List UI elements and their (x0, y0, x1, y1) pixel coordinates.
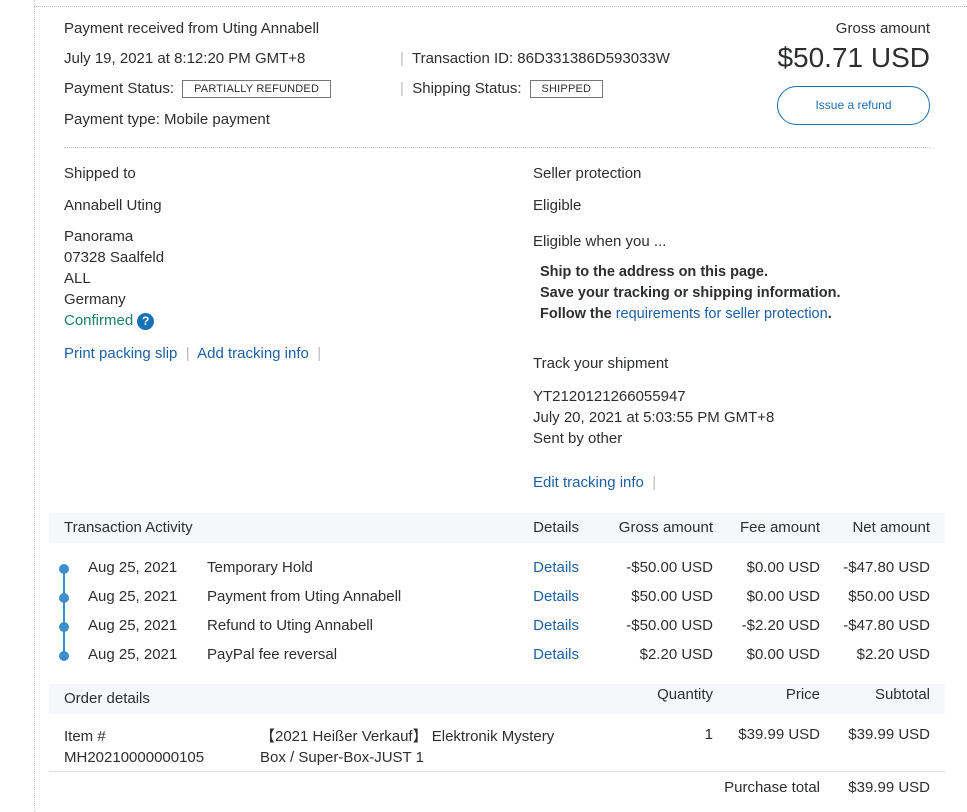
transaction-id: | Transaction ID: 86D331386D593033W (400, 50, 670, 67)
item-number: Item # MH20210000000105 (64, 726, 204, 768)
activity-net: $2.20 USD (856, 646, 930, 663)
activity-net: $50.00 USD (848, 588, 930, 605)
activity-details-link[interactable]: Details (533, 617, 579, 634)
add-tracking-info-link[interactable]: Add tracking info (197, 345, 309, 362)
issue-refund-button[interactable]: Issue a refund (777, 86, 930, 125)
activity-details-link[interactable]: Details (533, 646, 579, 663)
seller-protection-heading: Seller protection (533, 165, 642, 182)
follow-suffix: . (827, 306, 832, 322)
activity-fee: $0.00 USD (746, 646, 820, 663)
divider (49, 771, 945, 772)
activity-description: Payment from Uting Annabell (207, 588, 402, 605)
track-shipment-heading: Track your shipment (533, 355, 669, 372)
requirement-item: Save your tracking or shipping informati… (540, 285, 841, 301)
eligible-when: Eligible when you ... (533, 233, 667, 250)
tracking-details: YT2120121266055947 July 20, 2021 at 5:03… (533, 386, 774, 449)
activity-net: -$47.80 USD (843, 617, 930, 634)
print-packing-slip-link[interactable]: Print packing slip (64, 345, 178, 362)
transaction-id-text: Transaction ID: 86D331386D593033W (411, 50, 670, 67)
activity-date: Aug 25, 2021 (88, 559, 178, 576)
tracking-number: YT2120121266055947 (533, 388, 686, 405)
address-line: Germany (64, 291, 126, 308)
item-name: 【2021 Heißer Verkauf】 Elektronik Mystery… (260, 726, 554, 768)
page-border (34, 0, 35, 812)
tracking-datetime: July 20, 2021 at 5:03:55 PM GMT+8 (533, 409, 775, 426)
tracking-sent-by: Sent by other (533, 430, 623, 447)
recipient-name: Annabell Uting (64, 197, 162, 214)
seller-protection-requirements-link[interactable]: requirements for seller protection (615, 306, 828, 322)
seller-protection-status: Eligible (533, 197, 582, 214)
activity-gross: -$50.00 USD (626, 559, 713, 576)
item-quantity: 1 (704, 726, 713, 743)
requirement-item: Follow the requirements for seller prote… (540, 304, 841, 325)
timeline-dot (59, 622, 69, 632)
item-name-line: 【2021 Heißer Verkauf】 Elektronik Mystery (260, 728, 555, 745)
item-number-value: MH20210000000105 (64, 749, 205, 766)
item-name-line: Box / Super-Box-JUST 1 (260, 749, 424, 766)
activity-gross: $2.20 USD (639, 646, 713, 663)
activity-gross: -$50.00 USD (626, 617, 713, 634)
activity-fee: $0.00 USD (746, 559, 820, 576)
activity-date: Aug 25, 2021 (88, 646, 178, 663)
order-header (49, 684, 945, 714)
col-details: Details (533, 519, 579, 536)
payment-status: Payment Status: PARTIALLY REFUNDED (64, 80, 332, 98)
requirement-item: Ship to the address on this page. (540, 264, 768, 280)
timeline-dot (59, 593, 69, 603)
activity-fee: -$2.20 USD (741, 617, 820, 634)
shipping-status-label: Shipping Status: (412, 80, 522, 97)
item-label: Item # (64, 728, 106, 745)
gross-amount-label: Gross amount (835, 20, 930, 37)
divider (34, 6, 967, 7)
address: Panorama 07328 Saalfeld ALL Germany Conf… (64, 226, 164, 331)
divider (64, 147, 930, 148)
gross-amount: $50.71 USD (777, 42, 930, 73)
edit-tracking-info-link[interactable]: Edit tracking info (533, 474, 644, 491)
seller-protection-requirements: Ship to the address on this page. Save y… (540, 262, 841, 325)
activity-fee: $0.00 USD (746, 588, 820, 605)
col-activity: Transaction Activity (64, 519, 193, 536)
address-line: Panorama (64, 228, 134, 245)
help-icon[interactable]: ? (137, 313, 155, 330)
item-subtotal: $39.99 USD (848, 726, 930, 743)
item-price: $39.99 USD (738, 726, 820, 743)
activity-description: Refund to Uting Annabell (207, 617, 373, 634)
activity-date: Aug 25, 2021 (88, 588, 178, 605)
transaction-datetime: July 19, 2021 at 8:12:20 PM GMT+8 (64, 50, 306, 67)
activity-details-link[interactable]: Details (533, 559, 579, 576)
shipped-to-heading: Shipped to (64, 165, 136, 182)
activity-net: -$47.80 USD (843, 559, 930, 576)
timeline-line (63, 568, 65, 656)
shipping-actions: Print packing slip | Add tracking info | (64, 345, 322, 362)
purchase-total: $39.99 USD (848, 779, 930, 796)
activity-description: Temporary Hold (207, 559, 313, 576)
col-subtotal: Subtotal (874, 686, 930, 703)
col-quantity: Quantity (657, 686, 713, 703)
col-gross: Gross amount (618, 519, 713, 536)
activity-date: Aug 25, 2021 (88, 617, 178, 634)
tracking-actions: Edit tracking info | (533, 474, 657, 491)
col-order-details: Order details (64, 690, 150, 707)
activity-header (49, 513, 945, 543)
follow-text: Follow the (540, 306, 616, 322)
shipping-status: | Shipping Status: SHIPPED (400, 80, 604, 98)
address-line: ALL (64, 270, 91, 287)
timeline-dot (59, 651, 69, 661)
transaction-title: Payment received from Uting Annabell (64, 20, 320, 37)
col-net: Net amount (852, 519, 930, 536)
address-confirmed: Confirmed (64, 312, 134, 329)
col-price: Price (785, 686, 820, 703)
activity-details-link[interactable]: Details (533, 588, 579, 605)
purchase-total-label: Purchase total (724, 779, 820, 796)
payment-status-badge: PARTIALLY REFUNDED (182, 80, 332, 98)
payment-type: Payment type: Mobile payment (64, 111, 270, 128)
shipping-status-badge: SHIPPED (529, 80, 604, 98)
col-fee: Fee amount (739, 519, 820, 536)
activity-gross: $50.00 USD (631, 588, 713, 605)
activity-description: PayPal fee reversal (207, 646, 338, 663)
timeline-dot (59, 564, 69, 574)
address-line: 07328 Saalfeld (64, 249, 165, 266)
payment-status-label: Payment Status: (64, 80, 175, 97)
